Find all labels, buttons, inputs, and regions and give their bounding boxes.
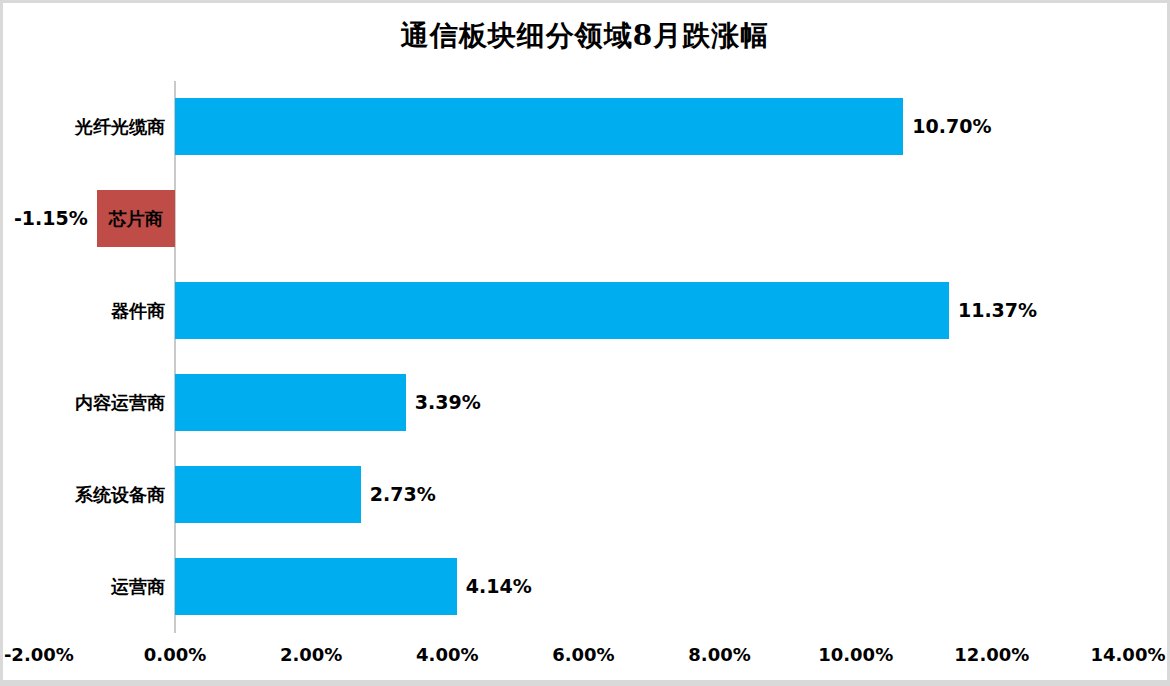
x-axis-tick-label: -2.00% <box>4 644 74 665</box>
bar[interactable] <box>175 98 903 155</box>
category-label: 芯片商 <box>97 190 175 247</box>
x-axis-tick-label: 6.00% <box>552 644 614 665</box>
chart-title: 通信板块细分领域8月跌涨幅 <box>3 19 1167 53</box>
category-label: 内容运营商 <box>3 374 165 431</box>
x-axis-tick-label: 2.00% <box>280 644 342 665</box>
category-label: 器件商 <box>3 282 165 339</box>
category-axis-line <box>174 81 176 633</box>
x-axis-tick-label: 0.00% <box>144 644 206 665</box>
x-axis-tick-label: 8.00% <box>688 644 750 665</box>
bar-chart: 通信板块细分领域8月跌涨幅 光纤光缆商 10.70% 芯片商-1.15% 器件商 11.… <box>3 3 1167 680</box>
bar[interactable] <box>175 558 457 615</box>
x-axis-tick-label: 4.00% <box>416 644 478 665</box>
category-label: 光纤光缆商 <box>3 98 165 155</box>
bar[interactable] <box>175 374 406 431</box>
value-label: 10.70% <box>912 98 991 155</box>
category-label: 系统设备商 <box>3 466 165 523</box>
value-label: 4.14% <box>466 558 532 615</box>
bar[interactable] <box>175 466 361 523</box>
x-axis-tick-label: 12.00% <box>954 644 1029 665</box>
value-label: 11.37% <box>958 282 1037 339</box>
x-axis-tick-label: 10.00% <box>818 644 893 665</box>
category-label: 运营商 <box>3 558 165 615</box>
value-label: 2.73% <box>370 466 436 523</box>
value-label: -1.15% <box>14 190 88 247</box>
chart-page: { "chart_data": { "type": "bar", "orient… <box>0 0 1170 686</box>
x-axis-tick-label: 14.00% <box>1090 644 1165 665</box>
value-label: 3.39% <box>415 374 481 431</box>
bar[interactable] <box>175 282 949 339</box>
